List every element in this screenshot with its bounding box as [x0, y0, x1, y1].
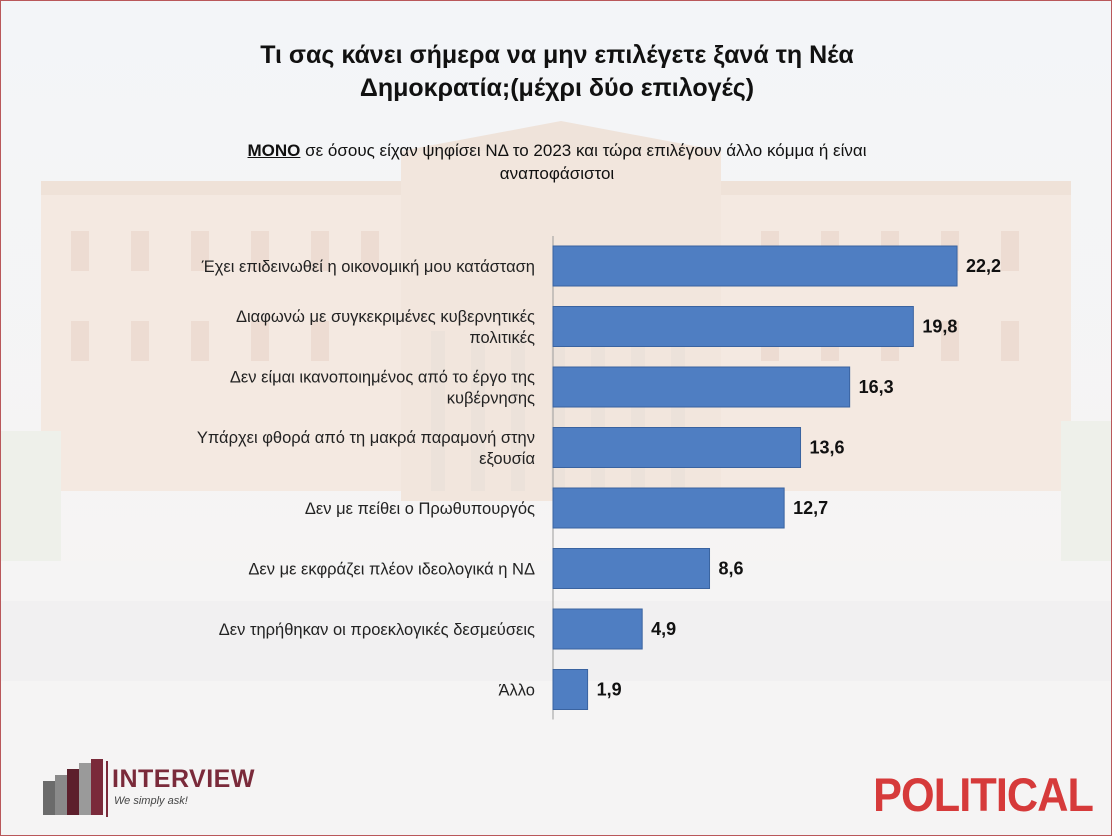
political-logo: POLITICAL [873, 768, 1094, 821]
chart-title: Τι σας κάνει σήμερα να μην επιλέγετε ξαν… [121, 39, 993, 105]
category-label-8: Άλλο [499, 682, 535, 700]
subtitle-line-1: ΜΟΝΟ σε όσους είχαν ψηφίσει ΝΔ το 2023 κ… [141, 139, 973, 162]
category-label-4-line-2: εξουσία [479, 450, 535, 468]
value-label-4: 13,6 [810, 438, 845, 458]
chart-subtitle: ΜΟΝΟ σε όσους είχαν ψηφίσει ΝΔ το 2023 κ… [141, 139, 973, 185]
category-label-8-line-1: Άλλο [499, 682, 535, 700]
category-label-5-line-1: Δεν με πείθει ο Πρωθυπουργός [305, 500, 535, 518]
category-label-7-line-1: Δεν τηρήθηκαν οι προεκλογικές δεσμεύσεις [219, 621, 535, 639]
category-label-6-line-1: Δεν με εκφράζει πλέον ιδεολογικά η ΝΔ [248, 561, 535, 579]
chart-title-line-2: Δημοκρατία;(μέχρι δύο επιλογές) [359, 74, 755, 102]
bar-4 [552, 427, 802, 468]
value-label-5: 12,7 [793, 498, 828, 518]
category-label-2-line-1: Διαφωνώ με συγκεκριμένες κυβερνητικές [236, 308, 535, 326]
category-label-5: Δεν με πείθει ο Πρωθυπουργός [305, 500, 535, 518]
interview-logo-icon [43, 759, 108, 817]
value-label-3: 16,3 [859, 377, 894, 397]
category-label-4-line-1: Υπάρχει φθορά από τη μακρά παραμονή στην [197, 429, 535, 447]
category-label-2: Διαφωνώ με συγκεκριμένες κυβερνητικές πολ… [236, 308, 535, 347]
bar-1 [552, 245, 958, 287]
bar-8 [552, 669, 589, 710]
subtitle-line-1-text: σε όσους είχαν ψηφίσει ΝΔ το 2023 και τώ… [300, 141, 867, 160]
chart-title-line-1: Τι σας κάνει σήμερα να μην επιλέγετε ξαν… [260, 41, 854, 69]
category-label-1-line-1: Έχει επιδεινωθεί η οικονομική μου κατάστ… [201, 258, 535, 276]
value-label-1: 22,2 [966, 256, 1001, 276]
bar-5 [552, 487, 785, 529]
bar-7 [552, 608, 643, 650]
value-label-2: 19,8 [922, 317, 957, 337]
category-label-7: Δεν τηρήθηκαν οι προεκλογικές δεσμεύσεις [219, 621, 535, 639]
category-label-3: Δεν είμαι ικανοποιημένος από το έργο της… [230, 369, 535, 408]
bar-2 [552, 306, 914, 347]
bar-6 [552, 548, 711, 589]
value-label-6: 8,6 [719, 559, 744, 579]
value-label-7: 4,9 [651, 619, 676, 639]
subtitle-line-2: αναποφάσιστοι [499, 164, 615, 183]
category-label-2-line-2: πολιτικές [469, 329, 535, 347]
interview-tagline: We simply ask! [114, 795, 188, 807]
category-label-4: Υπάρχει φθορά από τη μακρά παραμονή στην… [197, 429, 536, 468]
interview-brand-name: INTERVIEW [112, 765, 255, 793]
category-label-3-line-2: κυβέρνησης [447, 390, 535, 408]
subtitle-emphasis: ΜΟΝΟ [247, 141, 301, 160]
bar-3 [552, 366, 851, 408]
category-label-1: Έχει επιδεινωθεί η οικονομική μου κατάστ… [201, 258, 535, 276]
category-label-3-line-1: Δεν είμαι ικανοποιημένος από το έργο της [230, 369, 535, 387]
category-label-6: Δεν με εκφράζει πλέον ιδεολογικά η ΝΔ [248, 561, 535, 579]
value-label-8: 1,9 [597, 680, 622, 700]
